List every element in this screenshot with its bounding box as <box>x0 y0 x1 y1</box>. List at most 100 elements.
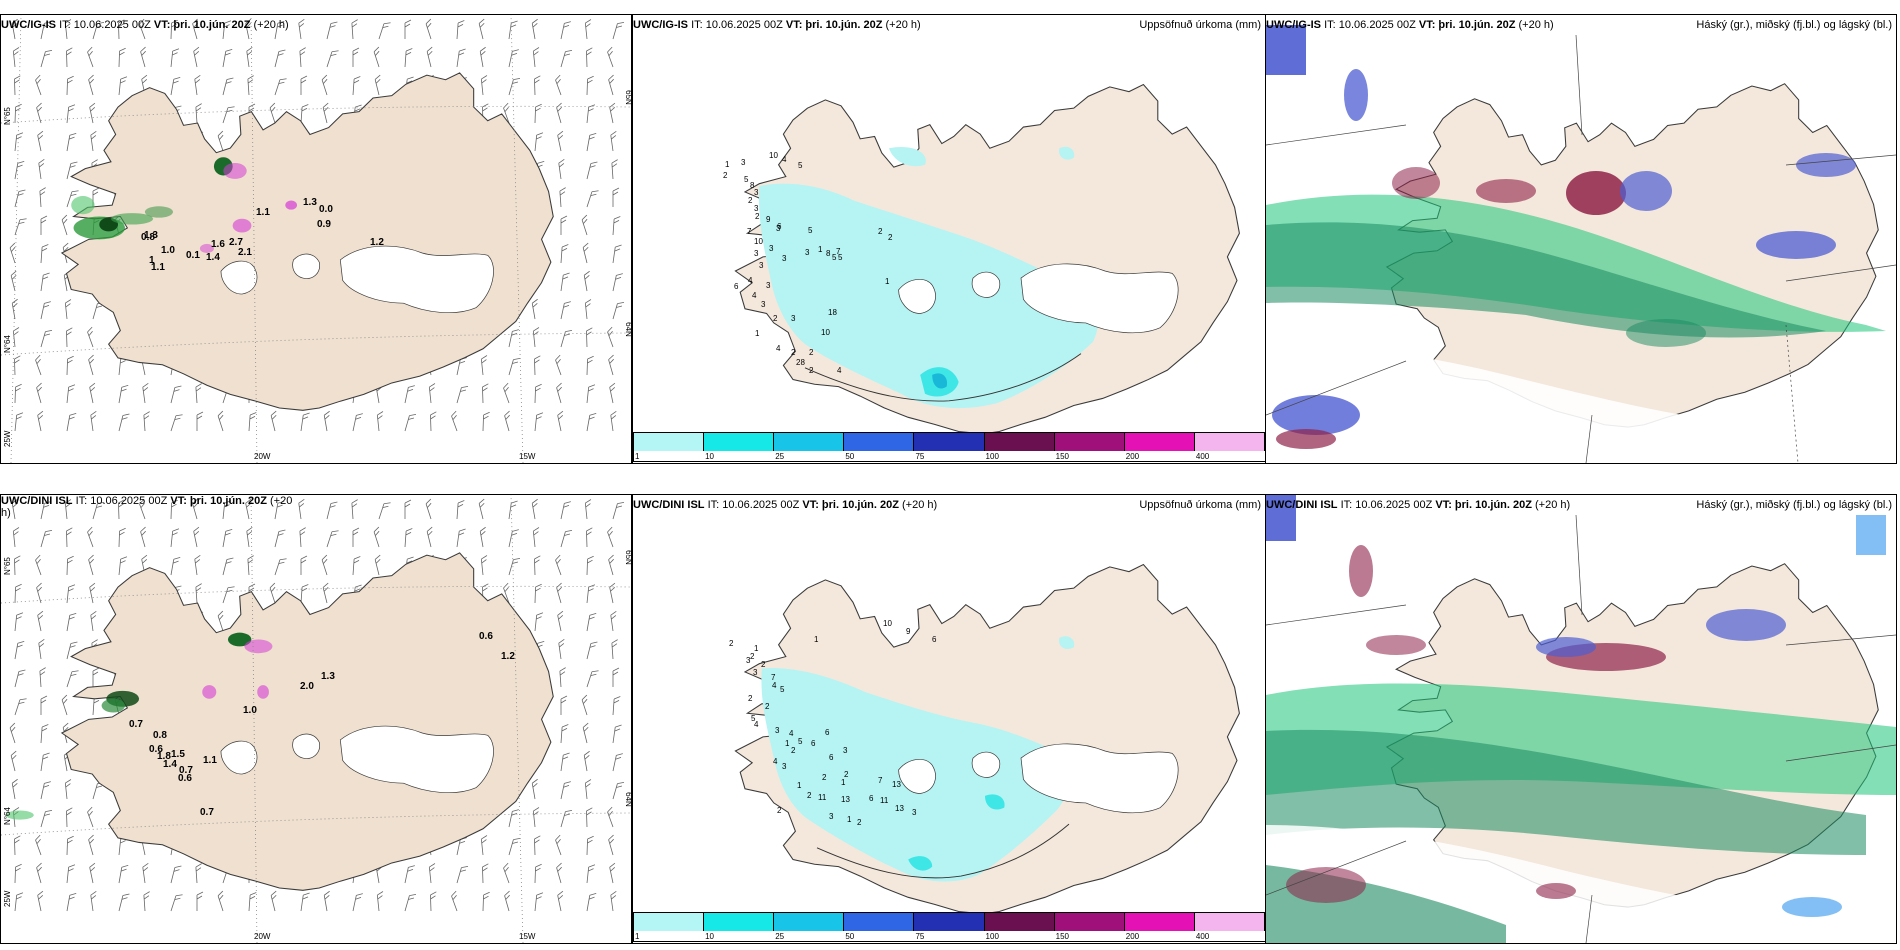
precip-value-label: 1 <box>814 635 819 644</box>
precip-value-label: 2 <box>791 348 796 357</box>
field-title: Háský (gr.), miðský (fj.bl.) og lágský (… <box>1696 19 1892 31</box>
precip-map-panel-ig[interactable]: 10 4 5 1 3 2 5 8 3 2 3 2 9 7 10 3 3 6 5 3 3 7 8 5 2 2 5 3 3 6 4 3 4 3 2 3 10… <box>632 14 1266 464</box>
colorbar-swatch <box>774 913 845 931</box>
wind-barb <box>170 528 180 548</box>
wind-barb <box>14 669 26 688</box>
wind-barb <box>480 355 488 376</box>
wind-barb <box>503 582 510 604</box>
precip-colorbar: 1 10 25 50 75 100 150 200 400 <box>633 912 1266 942</box>
wind-barb <box>14 383 22 404</box>
wind-barb <box>66 355 74 376</box>
wind-barb <box>87 526 94 548</box>
colorbar-tick: 25 <box>775 932 785 941</box>
wind-barb <box>92 501 105 520</box>
cloud-map-panel-ig[interactable]: UWC/IG-IS IT: 10.06.2025 00Z VT: þri. 10… <box>1265 14 1897 464</box>
cloud-map-panel-dini[interactable]: UWC/DINI ISL IT: 10.06.2025 00Z VT: þri.… <box>1265 494 1897 944</box>
precip-value-label: 7 <box>771 673 776 682</box>
wind-barb <box>298 19 305 40</box>
wind-barb <box>269 102 276 124</box>
wind-barb <box>534 355 541 376</box>
wind-barb <box>170 499 178 520</box>
precip-value-label: 5 <box>838 253 843 262</box>
precip-value-label: 8 <box>826 249 831 258</box>
panel-title: UWC/DINI ISL IT: 10.06.2025 00Z VT: þri.… <box>1 495 301 519</box>
wind-barb <box>89 582 96 604</box>
wind-barb <box>222 77 234 96</box>
wind-barb <box>560 752 570 772</box>
precip-value-label: 1 <box>818 245 823 254</box>
precip-value-label: 10 <box>769 151 778 160</box>
wind-barb <box>11 778 18 800</box>
wind-barb <box>14 218 27 236</box>
lat-label: N°65 <box>3 557 12 575</box>
wind-barb <box>222 528 233 548</box>
wind-value-label: 0.8 <box>141 232 155 243</box>
wind-barb <box>92 21 105 40</box>
valid-time-label: VT: <box>785 19 803 31</box>
wind-barb <box>88 354 94 376</box>
wind-barb <box>37 890 44 912</box>
precip-value-label: 3 <box>741 158 746 167</box>
wind-barb <box>504 890 510 912</box>
wind-value-label: 0.8 <box>153 730 167 741</box>
wind-barb <box>607 46 614 68</box>
wind-barb <box>89 382 96 404</box>
wind-barb <box>64 299 72 320</box>
wind-barb <box>425 498 432 520</box>
precip-value-label: 9 <box>906 627 911 636</box>
wind-barb <box>404 385 415 404</box>
wind-barb <box>557 890 564 912</box>
wind-barb <box>118 556 128 576</box>
cloud-layers <box>1266 495 1896 943</box>
grid-lines <box>1 495 631 943</box>
wind-barb <box>88 74 94 96</box>
wind-barb <box>404 499 412 519</box>
precip-value-label: 10 <box>754 237 763 246</box>
wind-barb <box>607 806 614 828</box>
wind-map-panel-ig[interactable]: UWC/IG-IS IT: 10.06.2025 00Z VT: þri. 10… <box>0 14 632 464</box>
wind-barb <box>612 781 625 800</box>
wind-barb <box>321 554 328 576</box>
wind-map-panel-dini[interactable]: UWC/DINI ISL IT: 10.06.2025 00Z VT: þri.… <box>0 494 632 944</box>
wind-barb <box>118 864 129 884</box>
wind-barb <box>40 781 51 800</box>
wind-barb <box>326 530 339 548</box>
wind-barb <box>451 890 458 912</box>
wind-barb <box>38 159 45 180</box>
precip-value-label: 3 <box>912 808 917 817</box>
wind-barb <box>586 190 599 208</box>
wind-barb <box>478 498 485 520</box>
field-title: Uppsöfnuð úrkoma (mm) <box>1139 19 1261 31</box>
colorbar-tick: 50 <box>845 932 855 941</box>
precip-value-label: 3 <box>776 224 781 233</box>
precip-value-label: 3 <box>761 300 766 309</box>
precip-value-label: 2 <box>807 791 812 800</box>
wind-barb <box>323 410 330 432</box>
wind-barb <box>586 641 598 660</box>
lead-time: (+20 h) <box>1535 499 1571 511</box>
wind-barb <box>404 893 417 912</box>
wind-barb <box>64 779 72 800</box>
wind-barb <box>142 863 149 884</box>
wind-barb <box>10 750 17 772</box>
wind-barb <box>586 161 598 180</box>
wind-barb <box>586 47 593 68</box>
wind-barb <box>192 18 198 40</box>
lat-label: N°65 <box>3 107 12 125</box>
wind-barb <box>170 76 181 96</box>
wind-barb <box>87 326 94 348</box>
wind-barb <box>66 555 74 576</box>
wind-barb <box>322 102 329 124</box>
wind-map-ig <box>1 15 631 463</box>
precip-colorbar: 1 10 25 50 75 100 150 200 400 <box>633 432 1266 462</box>
precip-value-label: 11 <box>880 796 889 805</box>
wind-barb <box>217 410 224 432</box>
wind-barb <box>532 327 540 348</box>
precip-map-panel-dini[interactable]: 10 2 9 6 1 1 2 3 2 3 7 4 5 2 2 5 4 3 4 5 6 6 3 6 2 1 2 7 13 6 11 13 3 1 2 4… <box>632 494 1266 944</box>
wind-barb <box>217 890 224 912</box>
colorbar-tick: 10 <box>705 932 715 941</box>
wind-barb <box>503 382 510 404</box>
wind-barb <box>222 20 232 40</box>
precip-value-label: 8 <box>750 181 755 190</box>
precip-value-label: 2 <box>755 212 760 221</box>
